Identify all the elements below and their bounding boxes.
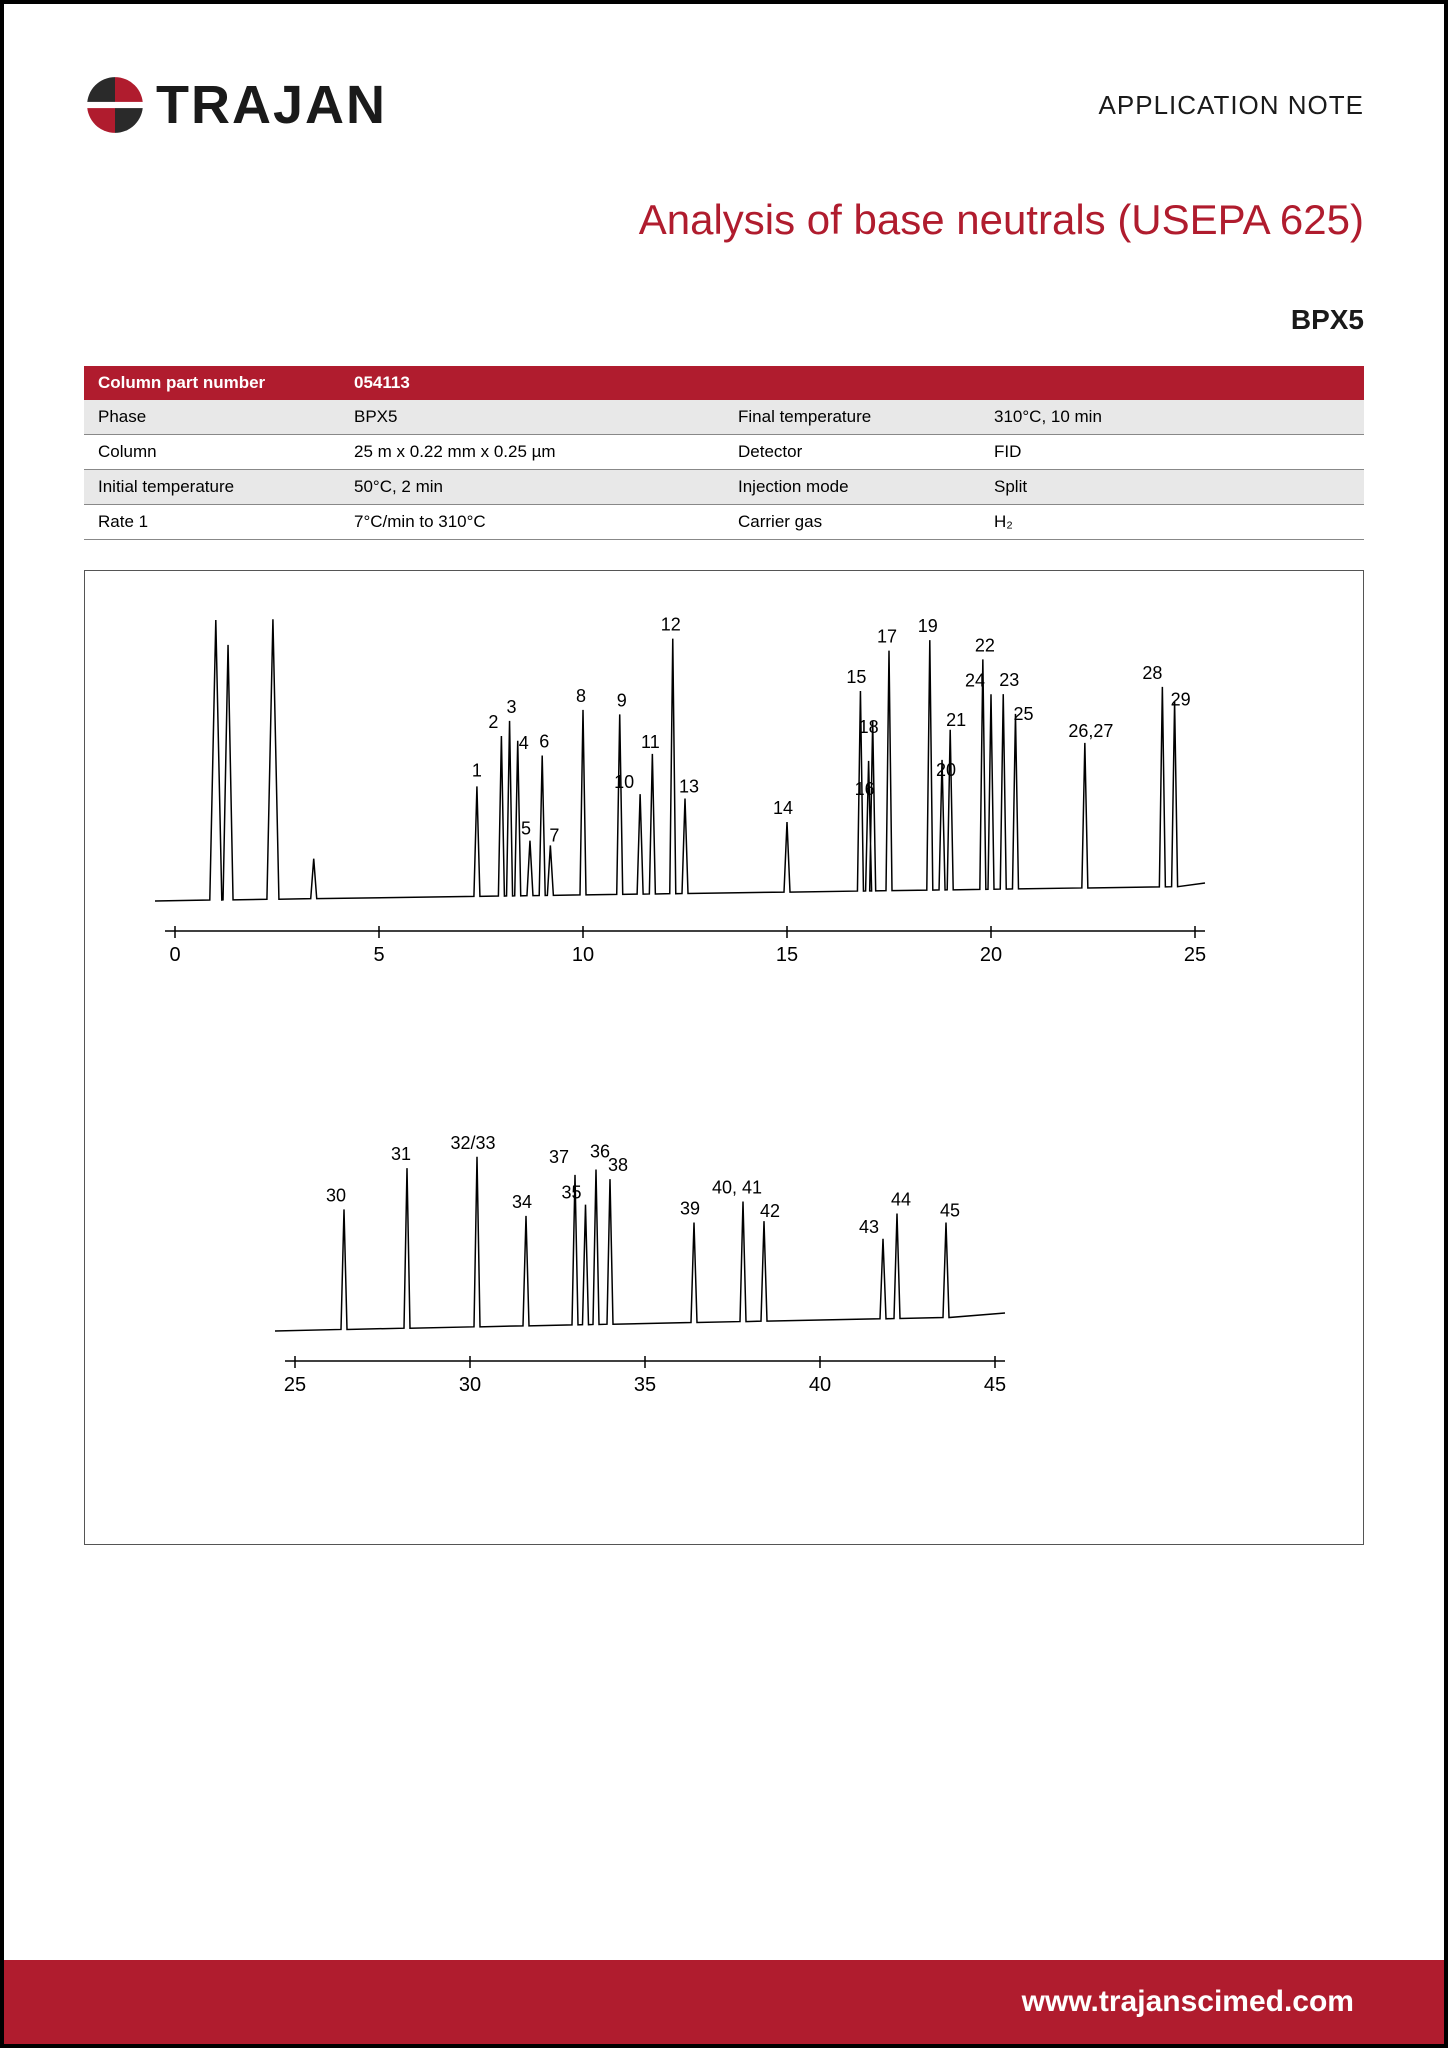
peak-label: 14: [773, 798, 793, 818]
svg-text:30: 30: [459, 1374, 481, 1396]
peak-label: 21: [946, 710, 966, 730]
parameters-table: Column part number 054113 PhaseBPX5Final…: [84, 366, 1364, 540]
peak-label: 42: [760, 1201, 780, 1221]
peak-label: 31: [391, 1144, 411, 1164]
param-value: 50°C, 2 min: [340, 470, 724, 505]
svg-text:10: 10: [572, 944, 594, 966]
peak-label: 13: [679, 777, 699, 797]
peak-label: 44: [891, 1190, 911, 1210]
peak-label: 4: [519, 733, 529, 753]
peak-label: 39: [680, 1199, 700, 1219]
peak-label: 5: [521, 819, 531, 839]
chromatogram-1: 0510152025minutes12345678910111213141516…: [145, 601, 1303, 1041]
footer-url: www.trajanscimed.com: [1022, 1985, 1354, 2018]
svg-text:15: 15: [776, 944, 798, 966]
brand-logo: TRAJAN: [84, 74, 387, 136]
peak-label: 18: [859, 717, 879, 737]
param-label: Injection mode: [724, 470, 980, 505]
param-label: Phase: [84, 400, 340, 435]
peak-label: 32/33: [450, 1133, 495, 1153]
peak-label: 8: [576, 686, 586, 706]
peak-label: 22: [975, 635, 995, 655]
peak-label: 19: [918, 616, 938, 636]
peak-label: 35: [561, 1183, 581, 1203]
param-label: Column: [84, 435, 340, 470]
param-label: Detector: [724, 435, 980, 470]
param-label: Initial temperature: [84, 470, 340, 505]
table-header-label: Column part number: [84, 366, 340, 400]
peak-label: 38: [608, 1155, 628, 1175]
peak-label: 9: [617, 690, 627, 710]
chromatogram-svg: 2530354045minutes303132/3334353637383940…: [265, 1081, 1025, 1461]
peak-label: 26,27: [1068, 721, 1113, 741]
peak-label: 45: [940, 1201, 960, 1221]
peak-label: 2: [488, 712, 498, 732]
peak-label: 24: [965, 670, 985, 690]
peak-label: 30: [326, 1185, 346, 1205]
page-title: Analysis of base neutrals (USEPA 625): [84, 196, 1364, 244]
brand-name: TRAJAN: [156, 74, 387, 136]
param-value: FID: [980, 435, 1364, 470]
param-value: Split: [980, 470, 1364, 505]
table-header-value: 054113: [340, 366, 724, 400]
peak-label: 3: [507, 697, 517, 717]
svg-text:45: 45: [984, 1374, 1006, 1396]
table-row: Column25 m x 0.22 mm x 0.25 µmDetectorFI…: [84, 435, 1364, 470]
svg-text:20: 20: [980, 944, 1002, 966]
peak-label: 10: [614, 772, 634, 792]
peak-label: 23: [999, 670, 1019, 690]
peak-label: 12: [661, 615, 681, 635]
param-label: Carrier gas: [724, 505, 980, 540]
header: TRAJAN APPLICATION NOTE: [84, 74, 1364, 136]
peak-label: 16: [855, 779, 875, 799]
peak-label: 15: [846, 667, 866, 687]
svg-text:0: 0: [169, 944, 180, 966]
svg-text:5: 5: [373, 944, 384, 966]
peak-label: 25: [1013, 704, 1033, 724]
chromatogram-panel: 0510152025minutes12345678910111213141516…: [84, 570, 1364, 1545]
svg-text:25: 25: [284, 1374, 306, 1396]
param-label: Rate 1: [84, 505, 340, 540]
svg-text:25: 25: [1184, 944, 1206, 966]
param-value: BPX5: [340, 400, 724, 435]
peak-label: 17: [877, 627, 897, 647]
peak-label: 6: [539, 731, 549, 751]
param-value: 310°C, 10 min: [980, 400, 1364, 435]
logo-icon: [84, 74, 146, 136]
svg-text:40: 40: [809, 1374, 831, 1396]
peak-label: 20: [936, 760, 956, 780]
peak-label: 1: [472, 760, 482, 780]
param-value: 7°C/min to 310°C: [340, 505, 724, 540]
svg-text:35: 35: [634, 1374, 656, 1396]
peak-label: 11: [641, 732, 660, 752]
peak-label: 37: [549, 1147, 569, 1167]
chromatogram-svg: 0510152025minutes12345678910111213141516…: [145, 601, 1225, 1041]
peak-label: 29: [1171, 690, 1191, 710]
peak-label: 7: [549, 825, 559, 845]
table-row: Rate 17°C/min to 310°CCarrier gasH₂: [84, 505, 1364, 540]
param-value: 25 m x 0.22 mm x 0.25 µm: [340, 435, 724, 470]
peak-label: 43: [859, 1217, 879, 1237]
chromatogram-2: 2530354045minutes303132/3334353637383940…: [265, 1081, 1085, 1461]
page-subtitle: BPX5: [84, 304, 1364, 336]
param-label: Final temperature: [724, 400, 980, 435]
peak-label: 40, 41: [712, 1178, 762, 1198]
table-row: PhaseBPX5Final temperature310°C, 10 min: [84, 400, 1364, 435]
footer: www.trajanscimed.com: [4, 1960, 1444, 2044]
document-type: APPLICATION NOTE: [1099, 90, 1364, 121]
param-value: H₂: [980, 505, 1364, 540]
peak-label: 28: [1142, 663, 1162, 683]
peak-label: 34: [512, 1192, 532, 1212]
table-row: Initial temperature50°C, 2 minInjection …: [84, 470, 1364, 505]
